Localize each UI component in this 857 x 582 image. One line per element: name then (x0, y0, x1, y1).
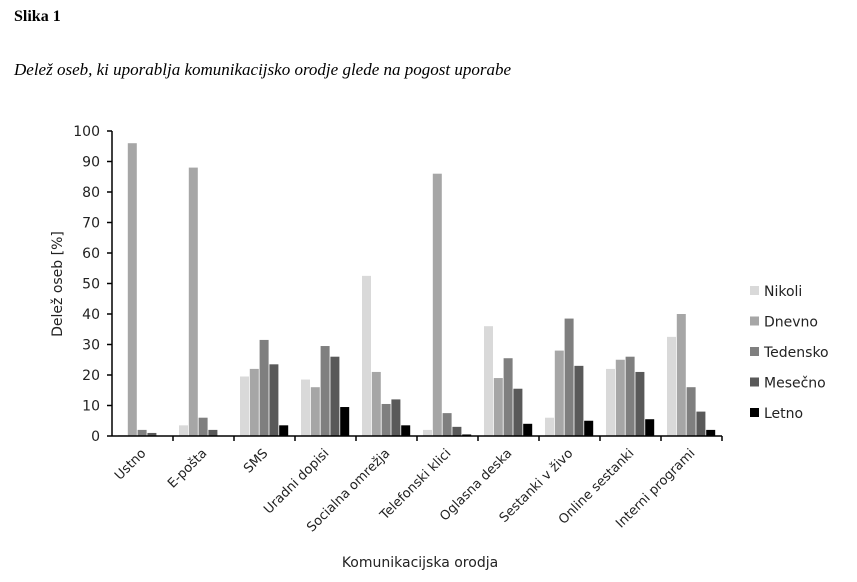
bar-mesečno (391, 399, 401, 436)
bar-mesečno (147, 432, 157, 436)
y-tick-label: 10 (82, 399, 100, 415)
bar-nikoli (423, 429, 432, 436)
y-tick-label: 40 (82, 307, 100, 323)
y-tick-label: 80 (82, 185, 100, 201)
bar-tedensko (564, 318, 574, 436)
bar-dnevno (615, 359, 625, 436)
bar-tedensko (503, 358, 513, 436)
bar-letno (340, 407, 350, 436)
bar-nikoli (484, 326, 493, 436)
bar-letno (401, 425, 411, 436)
bar-nikoli (179, 425, 188, 436)
legend-swatch (750, 316, 759, 326)
bar-letno (523, 423, 533, 436)
bar-tedensko (198, 417, 208, 436)
bar-tedensko (442, 413, 452, 436)
y-axis-title: Delež oseb [%] (50, 231, 66, 337)
bar-mesečno (208, 429, 218, 436)
y-tick-label: 70 (82, 216, 100, 232)
bar-dnevno (249, 368, 259, 436)
bar-dnevno (310, 387, 320, 436)
bar-mesečno (269, 364, 279, 436)
bar-nikoli (362, 275, 371, 436)
bar-tedensko (381, 403, 391, 436)
y-tick-label: 0 (91, 429, 100, 445)
figure-title: Delež oseb, ki uporablja komunikacijsko … (14, 60, 512, 79)
y-tick-label: 90 (82, 155, 100, 171)
bar-nikoli (240, 376, 249, 436)
x-tick-label: Ustno (112, 446, 149, 483)
bar-letno (706, 429, 716, 436)
bar-letno (645, 419, 655, 436)
legend-label: Tedensko (763, 345, 829, 361)
bar-dnevno (127, 143, 137, 436)
legend-swatch (750, 377, 759, 387)
bar-letno (462, 434, 472, 436)
legend-label: Letno (764, 406, 803, 422)
bar-nikoli (301, 379, 310, 436)
bar-mesečno (574, 365, 584, 436)
bar-mesečno (452, 426, 462, 436)
bar-mesečno (330, 356, 340, 436)
legend-swatch (750, 347, 759, 356)
bar-mesečno (635, 371, 645, 436)
bar-tedensko (686, 387, 696, 436)
bar-nikoli (545, 417, 554, 436)
bar-dnevno (493, 378, 503, 436)
bar-dnevno (676, 314, 686, 436)
bar-dnevno (188, 167, 198, 436)
legend-label: Nikoli (764, 284, 802, 300)
bar-dnevno (371, 371, 381, 436)
y-tick-label: 100 (73, 124, 100, 140)
bar-tedensko (137, 429, 147, 436)
bar-tedensko (625, 356, 635, 436)
bar-dnevno (554, 350, 564, 436)
bar-mesečno (513, 388, 523, 436)
legend-swatch (750, 286, 759, 295)
bar-letno (584, 420, 594, 436)
bar-nikoli (667, 336, 676, 436)
y-tick-label: 20 (82, 368, 100, 384)
legend-swatch (750, 408, 759, 417)
bar-tedensko (259, 339, 269, 436)
y-tick-label: 30 (82, 338, 100, 354)
x-tick-label: E-pošta (165, 446, 210, 491)
y-tick-label: 50 (82, 277, 100, 293)
bar-letno (279, 425, 289, 436)
bar-dnevno (432, 173, 442, 436)
x-tick-label: SMS (241, 446, 271, 476)
x-axis-title: Komunikacijska orodja (342, 555, 498, 571)
legend-label: Mesečno (764, 376, 826, 392)
legend-label: Dnevno (764, 315, 818, 331)
bar-tedensko (320, 346, 330, 436)
figure-label: Slika 1 (14, 8, 61, 25)
y-tick-label: 60 (82, 246, 100, 262)
bar-mesečno (696, 411, 706, 436)
bar-nikoli (606, 368, 615, 436)
